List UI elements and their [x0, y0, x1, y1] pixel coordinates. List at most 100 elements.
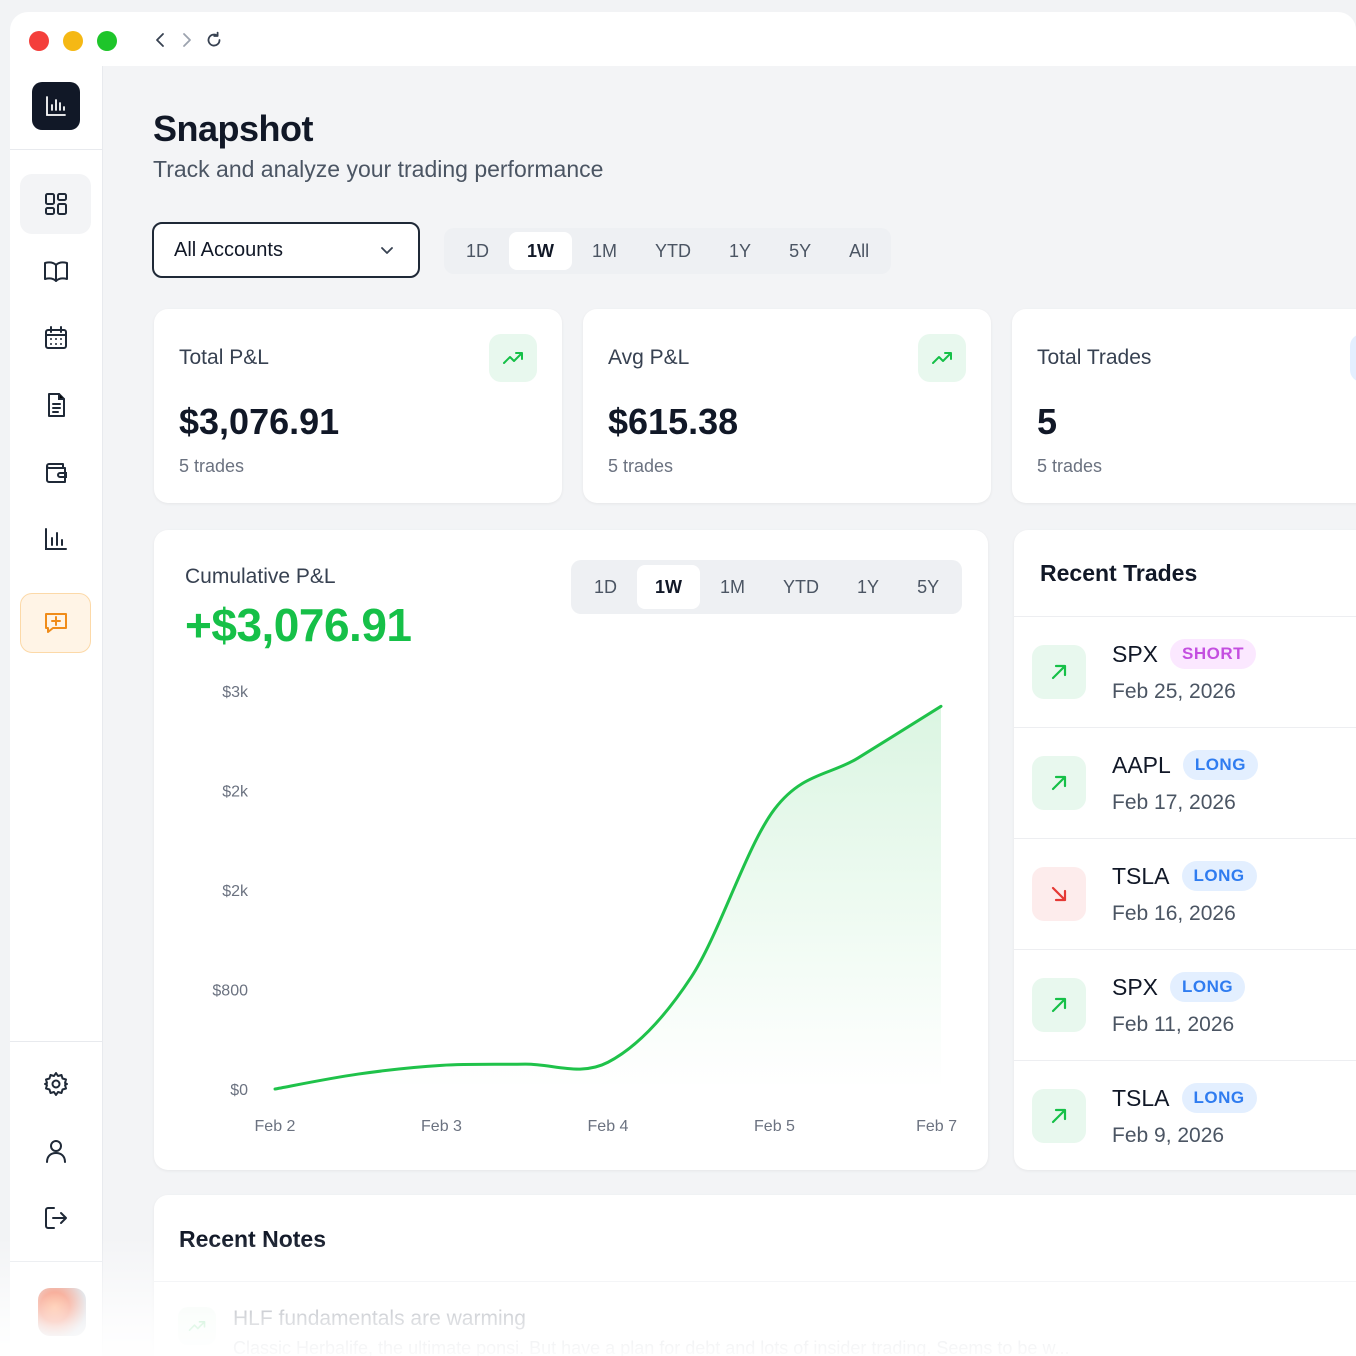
notes-divider: [154, 1281, 1356, 1282]
trade-symbol: TSLA: [1112, 1085, 1170, 1111]
trade-row[interactable]: TSLA LONG Feb 9, 2026: [1014, 1060, 1356, 1170]
chart-range-tab-ytd[interactable]: YTD: [783, 576, 820, 597]
arrow-up-right-icon: [1032, 645, 1086, 699]
x-tick-label: Feb 2: [255, 1118, 296, 1135]
chart-range-tabs: 1D 1W 1M YTD 1Y 5Y: [571, 560, 963, 614]
sidebar-item-logout[interactable]: [20, 1188, 91, 1248]
cumulative-pnl-card: Cumulative P&L +$3,076.91 1D 1W 1M YTD 1Y 5Y …: [154, 530, 988, 1170]
back-icon[interactable]: [150, 28, 170, 52]
book-open-icon: [43, 261, 68, 282]
dashboard-icon: [44, 193, 67, 215]
kpi-card-avg-pnl: Avg P&L $615.38 5 trades: [583, 309, 991, 503]
app-window: Snapshot Track and analyze your trading …: [10, 12, 1356, 1356]
trade-date: Feb 17, 2026: [1112, 791, 1236, 814]
chart-range-tab-1w[interactable]: 1W: [637, 565, 701, 609]
trade-row[interactable]: TSLA LONG Feb 16, 2026: [1014, 838, 1356, 948]
kpi-value: $3,076.91: [179, 401, 340, 442]
sidebar: [10, 66, 103, 1356]
bar-chart-icon: [46, 96, 66, 116]
trade-side-badge: LONG: [1181, 861, 1257, 891]
range-tab-ytd[interactable]: YTD: [655, 240, 692, 261]
message-plus-icon: [44, 613, 67, 633]
arrow-up-right-icon: [1032, 1089, 1086, 1143]
x-tick-label: Feb 4: [588, 1118, 629, 1135]
kpi-value: 5: [1037, 401, 1058, 442]
title-bar: [10, 12, 1356, 66]
y-tick-label: $2k: [222, 784, 249, 801]
range-tab-1d[interactable]: 1D: [466, 240, 490, 261]
page-subtitle: Track and analyze your trading performan…: [153, 156, 604, 182]
range-tab-1w[interactable]: 1W: [509, 232, 573, 270]
range-tab-5y[interactable]: 5Y: [789, 240, 812, 261]
maximize-window-button[interactable]: [97, 31, 117, 51]
y-tick-label: $800: [212, 983, 248, 1000]
account-select[interactable]: All Accounts: [152, 222, 420, 278]
kpi-label: Total Trades: [1037, 346, 1152, 369]
trades-icon: [1350, 334, 1356, 382]
kpi-subtext: 5 trades: [608, 456, 674, 476]
trade-row[interactable]: SPX LONG Feb 11, 2026: [1014, 949, 1356, 1059]
range-tab-all[interactable]: All: [849, 240, 870, 261]
arrow-up-right-icon: [1032, 978, 1086, 1032]
trade-date: Feb 25, 2026: [1112, 680, 1236, 703]
trade-side-badge: LONG: [1181, 1083, 1257, 1113]
x-tick-label: Feb 7: [916, 1118, 957, 1135]
trade-symbol: SPX: [1112, 974, 1159, 1000]
calendar-icon: [44, 326, 67, 349]
sidebar-item-dashboard[interactable]: [20, 174, 91, 234]
chart-range-tab-5y[interactable]: 5Y: [917, 576, 940, 597]
trade-date: Feb 9, 2026: [1112, 1124, 1225, 1147]
kpi-label: Avg P&L: [608, 346, 690, 369]
kpi-card-total-pnl: Total P&L $3,076.91 5 trades: [154, 309, 562, 503]
chevron-down-icon: [381, 247, 393, 254]
file-text-icon: [47, 393, 65, 417]
range-tab-1m[interactable]: 1M: [592, 240, 618, 261]
sidebar-item-reports[interactable]: [20, 509, 91, 569]
logout-icon: [44, 1207, 67, 1229]
minimize-window-button[interactable]: [63, 31, 83, 51]
sidebar-item-notes[interactable]: [20, 375, 91, 435]
recent-notes-card: Recent Notes HLF fundamentals are warmin…: [154, 1195, 1356, 1356]
time-range-tabs: 1D 1W 1M YTD 1Y 5Y All: [444, 228, 892, 274]
trade-row[interactable]: AAPL LONG Feb 17, 2026: [1014, 727, 1356, 837]
sidebar-item-settings[interactable]: [20, 1054, 91, 1114]
page-title: Snapshot: [153, 108, 314, 149]
chart-label: Cumulative P&L: [185, 565, 336, 588]
recent-trades-title: Recent Trades: [1040, 560, 1198, 586]
recent-notes-title: Recent Notes: [179, 1226, 326, 1252]
note-excerpt: Classic Herbalife, the ultimate ponsi. B…: [233, 1338, 1070, 1356]
x-tick-label: Feb 5: [754, 1118, 795, 1135]
reload-icon[interactable]: [204, 28, 224, 52]
sidebar-item-journal[interactable]: [20, 241, 91, 301]
y-tick-label: $2k: [222, 883, 249, 900]
trade-side-badge: LONG: [1170, 972, 1246, 1002]
sidebar-item-feedback[interactable]: [20, 593, 91, 653]
trade-date: Feb 11, 2026: [1112, 1013, 1235, 1036]
sidebar-item-calendar[interactable]: [20, 308, 91, 368]
trade-side-badge: SHORT: [1170, 639, 1257, 669]
avatar[interactable]: [38, 1288, 86, 1336]
close-window-button[interactable]: [29, 31, 49, 51]
range-tab-1y[interactable]: 1Y: [729, 240, 752, 261]
sidebar-item-accounts[interactable]: [20, 442, 91, 502]
chart-series-line: [273, 704, 943, 1091]
note-title[interactable]: HLF fundamentals are warming: [233, 1307, 526, 1330]
forward-icon[interactable]: [177, 28, 197, 52]
gear-icon: [43, 1072, 68, 1096]
trending-up-icon: [178, 1307, 216, 1345]
chart-range-tab-1d[interactable]: 1D: [594, 576, 618, 597]
chart-range-tab-1y[interactable]: 1Y: [857, 576, 880, 597]
bar-chart-icon: [44, 528, 67, 550]
trending-up-icon: [489, 334, 537, 382]
trade-row[interactable]: SPX SHORT Feb 25, 2026: [1014, 616, 1356, 726]
app-logo[interactable]: [32, 82, 80, 130]
x-tick-label: Feb 3: [421, 1118, 462, 1135]
trade-symbol: AAPL: [1112, 752, 1171, 778]
arrow-down-right-icon: [1032, 867, 1086, 921]
kpi-card-total-trades: Total Trades 5 5 trades: [1012, 309, 1356, 503]
trade-symbol: SPX: [1112, 641, 1159, 667]
chart-range-tab-1m[interactable]: 1M: [720, 576, 746, 597]
sidebar-item-profile[interactable]: [20, 1121, 91, 1181]
kpi-subtext: 5 trades: [179, 456, 245, 476]
account-select-value: All Accounts: [174, 238, 283, 261]
